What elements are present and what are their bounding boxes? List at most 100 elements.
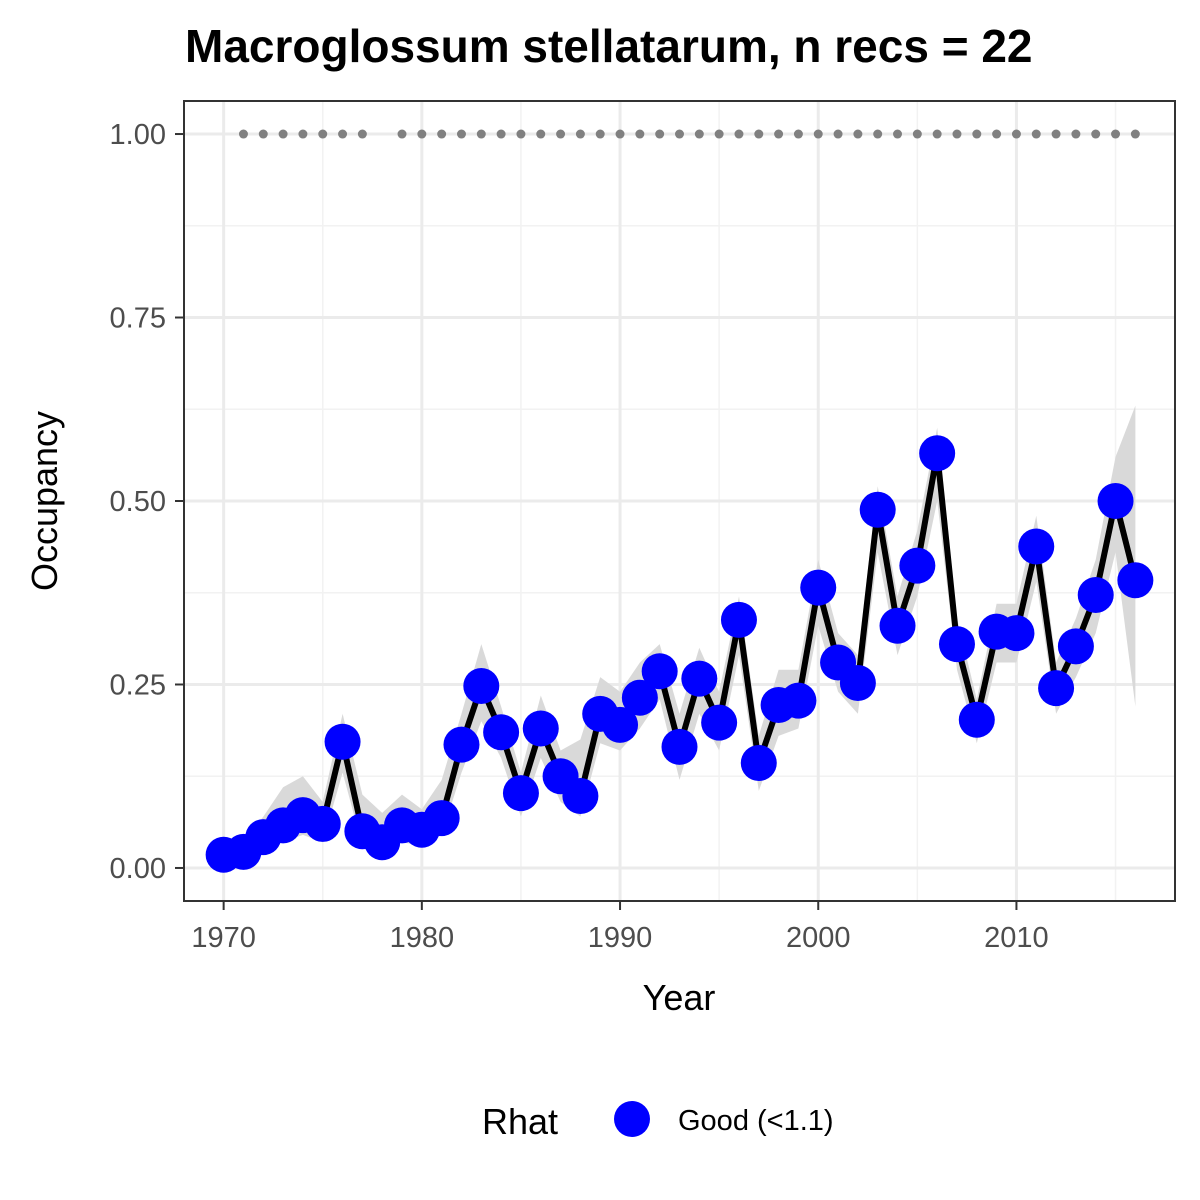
- rhat-dot: [754, 129, 764, 139]
- rhat-dot: [675, 129, 684, 139]
- occupancy-point: [1038, 670, 1075, 707]
- rhat-dot: [853, 129, 863, 139]
- x-tick-label: 2010: [984, 922, 1049, 954]
- rhat-dot: [437, 129, 447, 139]
- rhat-dot: [595, 129, 605, 139]
- x-tick-labels: 1970 1980 1990 2000 2010: [191, 922, 1048, 954]
- occupancy-point: [602, 706, 639, 743]
- rhat-dot: [873, 129, 883, 139]
- occupancy-point: [780, 682, 817, 719]
- occupancy-point: [879, 607, 916, 644]
- y-axis-title: Occupancy: [24, 411, 65, 591]
- x-tick-label: 1970: [191, 922, 256, 954]
- y-tick-label: 0.50: [110, 486, 166, 518]
- rhat-dot: [635, 129, 645, 139]
- occupancy-point: [859, 491, 896, 528]
- occupancy-point: [800, 569, 837, 606]
- major-gridlines: [184, 101, 1175, 901]
- rhat-dot: [694, 129, 704, 139]
- occupancy-point: [1057, 628, 1094, 665]
- occupancy-point: [701, 704, 738, 741]
- occupancy-point: [661, 728, 698, 765]
- rhat-dot: [1111, 129, 1121, 139]
- rhat-dot: [655, 129, 665, 139]
- rhat-dot: [536, 129, 546, 139]
- rhat-dot: [972, 129, 982, 139]
- occupancy-point: [423, 800, 460, 837]
- rhat-dot: [516, 129, 526, 139]
- occupancy-point: [720, 601, 757, 638]
- occupancy-point: [681, 660, 718, 697]
- occupancy-point: [1097, 483, 1134, 519]
- rhat-dot: [774, 129, 784, 139]
- occupancy-point: [324, 723, 361, 760]
- rhat-dot: [318, 129, 328, 139]
- y-tick-label: 0.25: [110, 669, 166, 701]
- occupancy-point: [443, 726, 480, 763]
- rhat-dot: [476, 129, 486, 139]
- occupancy-point: [304, 805, 341, 842]
- occupancy-point: [562, 778, 599, 815]
- rhat-dot: [813, 129, 823, 139]
- occupancy-point: [958, 701, 995, 738]
- rhat-dot: [734, 129, 744, 139]
- rhat-dot: [238, 129, 248, 139]
- x-axis-title: Year: [643, 977, 716, 1018]
- rhat-dot: [793, 129, 803, 139]
- rhat-dot: [1091, 129, 1101, 139]
- rhat-dot: [992, 129, 1002, 139]
- rhat-dot: [456, 129, 466, 139]
- occupancy-point: [919, 435, 956, 472]
- rhat-dot: [417, 129, 427, 139]
- y-tick-label: 0.00: [110, 853, 166, 885]
- rhat-dot: [1051, 129, 1061, 139]
- rhat-dot: [952, 129, 962, 139]
- rhat-dot: [556, 129, 566, 139]
- rhat-dot: [278, 129, 288, 139]
- x-tick-label: 2000: [786, 922, 851, 954]
- occupancy-point: [502, 775, 539, 812]
- y-tick-labels: 0.00 0.25 0.50 0.75 1.00: [110, 119, 166, 885]
- rhat-dot: [357, 129, 367, 139]
- legend: Rhat Good (<1.1): [482, 1101, 834, 1142]
- rhat-dot: [893, 129, 903, 139]
- legend-label-good: Good (<1.1): [678, 1105, 834, 1137]
- rhat-dot: [833, 129, 843, 139]
- legend-key-good: [614, 1101, 650, 1137]
- occupancy-point: [1117, 562, 1154, 599]
- occupancy-points-layer: [205, 435, 1154, 873]
- occupancy-point: [483, 714, 520, 751]
- occupancy-point: [938, 626, 975, 663]
- rhat-dots-layer: [238, 129, 1140, 139]
- rhat-dot: [258, 129, 268, 139]
- occupancy-point: [998, 615, 1035, 652]
- axis-ticks: [175, 133, 1018, 910]
- occupancy-point: [1018, 528, 1055, 565]
- occupancy-point: [621, 679, 658, 716]
- rhat-dot: [1130, 129, 1140, 139]
- chart-title: Macroglossum stellatarum, n recs = 22: [185, 20, 1033, 72]
- rhat-dot: [496, 129, 506, 139]
- occupancy-point: [1077, 576, 1114, 613]
- rhat-dot: [338, 129, 348, 139]
- rhat-dot: [1031, 129, 1041, 139]
- y-tick-label: 0.75: [110, 303, 166, 335]
- rhat-dot: [615, 129, 625, 139]
- occupancy-point: [522, 710, 559, 747]
- rhat-dot: [1011, 129, 1021, 139]
- rhat-dot: [298, 129, 308, 139]
- occupancy-point: [899, 547, 936, 584]
- occupancy-point: [463, 667, 500, 704]
- legend-title: Rhat: [482, 1101, 558, 1142]
- x-tick-label: 1990: [588, 922, 653, 954]
- rhat-dot: [714, 129, 724, 139]
- rhat-dot: [912, 129, 922, 139]
- occupancy-point: [641, 653, 678, 690]
- rhat-dot: [575, 129, 585, 139]
- occupancy-point: [839, 665, 876, 702]
- rhat-dot: [932, 129, 942, 139]
- occupancy-point: [740, 745, 777, 782]
- rhat-dot: [397, 129, 407, 139]
- y-tick-label: 1.00: [110, 119, 166, 151]
